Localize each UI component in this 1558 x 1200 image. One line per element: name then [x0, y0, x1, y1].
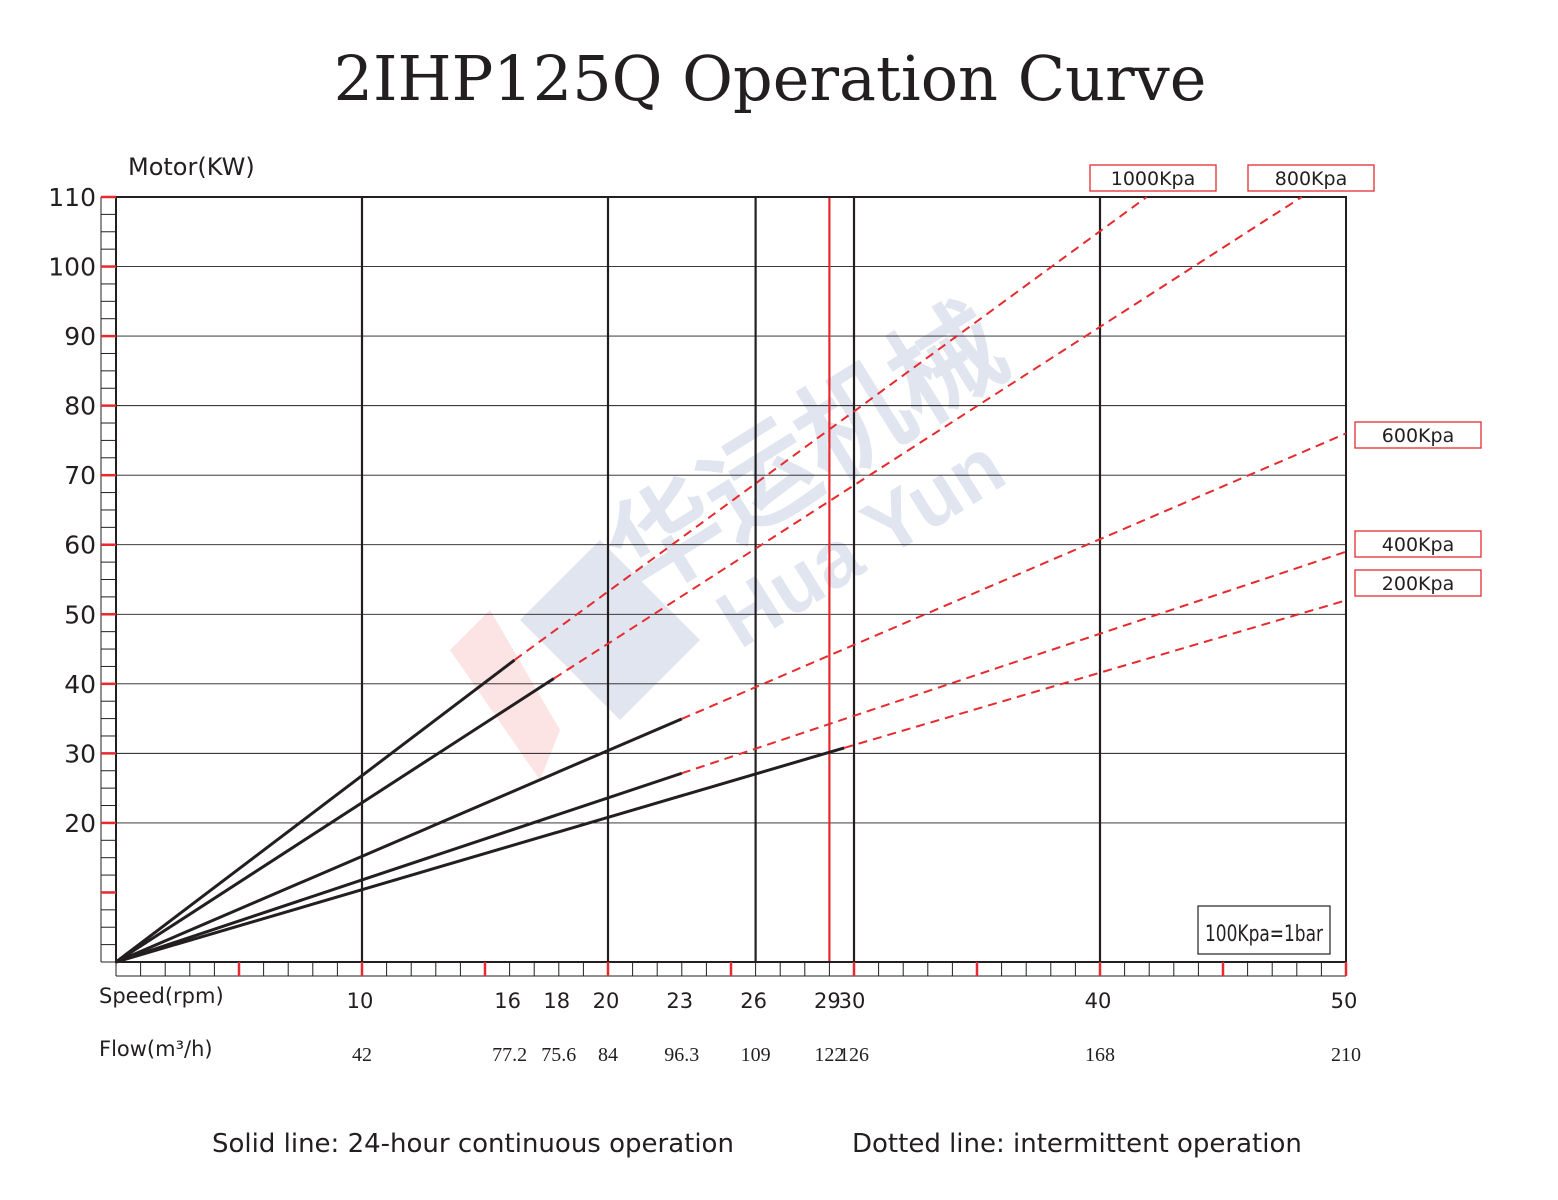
- series-dashed-600Kpa: [681, 432, 1347, 720]
- series-solid-600Kpa: [115, 717, 683, 964]
- series-label-text: 600Kpa: [1382, 425, 1454, 447]
- flow-tick-label-23: 96.3: [664, 1044, 699, 1066]
- flow-tick-label-26: 109: [741, 1044, 771, 1066]
- y-tick-label-70: 70: [64, 461, 96, 490]
- y-axis-label: Motor(KW): [128, 153, 255, 181]
- series-solid-200Kpa: [115, 746, 845, 964]
- series-legend-boxes: 1000Kpa 800Kpa 600Kpa 400Kpa 200Kpa: [1089, 164, 1482, 597]
- series-label-200Kpa: 200Kpa: [1354, 569, 1482, 597]
- flow-tick-label-20: 84: [598, 1044, 618, 1066]
- unit-note-text: 100Kpa=1bar: [1205, 922, 1324, 947]
- speed-tick-label-18: 18: [543, 989, 570, 1013]
- flow-tick-label-40: 168: [1085, 1044, 1115, 1066]
- series-label-1000Kpa: 1000Kpa: [1089, 164, 1217, 192]
- x-minor-ticks: [115, 962, 1348, 977]
- y-tick-label-30: 30: [64, 739, 96, 768]
- legend-solid-text: Solid line: 24-hour continuous operation: [212, 1129, 734, 1159]
- flow-tick-label-29: 122: [814, 1044, 844, 1066]
- y-tick-label-20: 20: [64, 809, 96, 838]
- y-tick-label-100: 100: [48, 253, 96, 282]
- series-label-400Kpa: 400Kpa: [1354, 530, 1482, 558]
- speed-tick-label-10: 10: [347, 989, 374, 1013]
- flow-tick-label-30: 126: [839, 1044, 869, 1066]
- chart-title: 2IHP125Q Operation Curve: [334, 42, 1207, 115]
- series-label-box: [1354, 421, 1482, 449]
- series-solid-1000Kpa: [115, 658, 516, 964]
- watermark-logo: 华运机械 Hua Yun: [450, 283, 1026, 780]
- y-tick-label-90: 90: [64, 322, 96, 351]
- flow-tick-label-16: 77.2: [492, 1044, 527, 1066]
- series-dashed-200Kpa: [843, 599, 1347, 749]
- series-label-box: [1247, 164, 1375, 192]
- speed-axis-label: Speed(rpm): [99, 984, 224, 1008]
- unit-note-box: 100Kpa=1bar: [1197, 905, 1331, 955]
- series-dashed-400Kpa: [681, 550, 1347, 775]
- legend-dotted-text: Dotted line: intermittent operation: [852, 1129, 1302, 1159]
- speed-tick-label-16: 16: [494, 989, 521, 1013]
- flow-tick-label-50: 210: [1331, 1044, 1361, 1066]
- speed-tick-label-50: 50: [1331, 989, 1358, 1013]
- series-solid-800Kpa: [115, 677, 555, 964]
- speed-tick-label-40: 40: [1085, 989, 1112, 1013]
- speed-tick-label-30: 30: [839, 989, 866, 1013]
- series-label-800Kpa: 800Kpa: [1247, 164, 1375, 192]
- series-label-box: [1089, 164, 1217, 192]
- y-minor-ticks: [100, 195, 116, 963]
- vertical-gridlines: [360, 197, 1102, 962]
- speed-tick-label-29: 29: [814, 989, 841, 1013]
- flow-tick-label-10: 42: [352, 1044, 372, 1066]
- y-tick-label-110: 110: [48, 183, 96, 212]
- series-lines: [115, 196, 1347, 964]
- series-label-text: 1000Kpa: [1111, 168, 1196, 190]
- series-dashed-800Kpa: [553, 196, 1303, 680]
- series-label-text: 800Kpa: [1275, 168, 1347, 190]
- series-solid-400Kpa: [115, 771, 683, 964]
- y-tick-labels: 20 30 40 50 60 70 80 90 100 110: [48, 183, 96, 838]
- y-tick-label-80: 80: [64, 392, 96, 421]
- series-label-600Kpa: 600Kpa: [1354, 421, 1482, 449]
- speed-tick-label-26: 26: [740, 989, 767, 1013]
- y-tick-label-40: 40: [64, 670, 96, 699]
- flow-axis-label: Flow(m³/h): [99, 1037, 213, 1061]
- speed-tick-label-20: 20: [593, 989, 620, 1013]
- series-dashed-1000Kpa: [513, 196, 1148, 661]
- series-label-box: [1354, 569, 1482, 597]
- series-label-text: 400Kpa: [1382, 534, 1454, 556]
- y-tick-label-50: 50: [64, 600, 96, 629]
- flow-tick-label-18: 75.6: [541, 1044, 576, 1066]
- series-label-text: 200Kpa: [1382, 573, 1454, 595]
- speed-tick-label-23: 23: [666, 989, 693, 1013]
- y-tick-label-60: 60: [64, 531, 96, 560]
- x-tick-labels: 10 42 16 77.2 18 75.6 20 84 23 96.3 26 109 29 122 30 12…: [347, 989, 1361, 1066]
- series-label-box: [1354, 530, 1482, 558]
